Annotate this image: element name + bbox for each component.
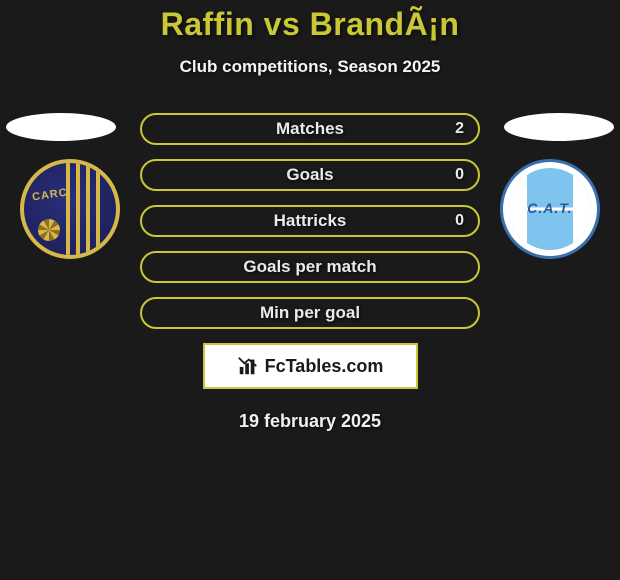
left-club-abbrev: CARC [31,187,68,204]
stat-row-goals-per-match: Goals per match [140,251,480,283]
left-club-badge[interactable]: CARC [20,159,120,259]
right-country-flag [504,113,614,141]
brand-link[interactable]: FcTables.com [203,343,418,389]
stat-label: Hattricks [274,211,347,231]
brand-text: FcTables.com [265,356,384,377]
right-club-badge[interactable]: C.A.T. [500,159,600,259]
left-country-flag [6,113,116,141]
page-title: Raffin vs BrandÃ¡n [0,0,620,43]
snapshot-date: 19 february 2025 [0,411,620,432]
stat-value-right: 2 [455,120,464,138]
right-club-abbrev: C.A.T. [509,200,591,216]
stat-label: Min per goal [260,303,360,323]
stat-row-goals: Goals 0 [140,159,480,191]
comparison-panel: CARC C.A.T. Matches 2 Goals 0 Hattricks … [0,113,620,432]
stat-value-right: 0 [455,212,464,230]
stat-row-hattricks: Hattricks 0 [140,205,480,237]
competition-subtitle: Club competitions, Season 2025 [0,57,620,77]
stat-row-matches: Matches 2 [140,113,480,145]
stat-label: Goals [286,165,333,185]
ball-icon [38,219,60,241]
stat-row-min-per-goal: Min per goal [140,297,480,329]
stat-label: Matches [276,119,344,139]
right-club-badge-inner: C.A.T. [509,168,591,250]
stat-label: Goals per match [243,257,376,277]
stat-value-right: 0 [455,166,464,184]
bar-chart-icon [237,355,259,377]
